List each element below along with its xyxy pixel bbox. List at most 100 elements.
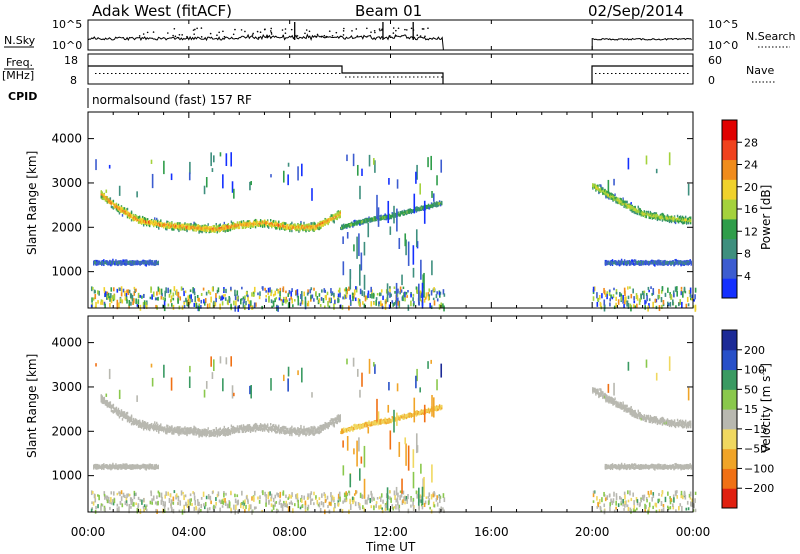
power-cell bbox=[167, 287, 169, 294]
power-cell bbox=[686, 296, 689, 303]
power-cell bbox=[681, 218, 684, 221]
power-cell bbox=[193, 302, 196, 307]
nsky-point bbox=[251, 34, 254, 36]
power-cell bbox=[130, 211, 133, 215]
power-cell bbox=[650, 215, 653, 218]
nsky-point bbox=[416, 34, 419, 37]
power-cell bbox=[679, 215, 682, 219]
power-cell bbox=[145, 263, 147, 267]
power-cell bbox=[225, 153, 228, 166]
velocity-cell bbox=[120, 409, 123, 412]
power-cell bbox=[208, 229, 210, 232]
power-cell bbox=[688, 289, 691, 294]
power-cell bbox=[161, 222, 163, 226]
power-cell bbox=[153, 224, 155, 228]
power-cell bbox=[297, 225, 299, 228]
power-cell bbox=[678, 302, 680, 307]
nsky-point bbox=[355, 28, 358, 30]
power-cell bbox=[319, 222, 321, 226]
power-cell bbox=[670, 294, 672, 300]
power-cell bbox=[622, 262, 625, 266]
power-cell bbox=[301, 163, 303, 177]
power-cell bbox=[657, 216, 660, 220]
power-cell bbox=[679, 299, 682, 305]
power-cell bbox=[183, 223, 185, 227]
velocity-cell bbox=[152, 426, 154, 430]
power-cell bbox=[643, 212, 645, 216]
nsky-point bbox=[186, 35, 188, 38]
power-cell bbox=[599, 184, 601, 187]
power-cell bbox=[421, 282, 424, 309]
power-cell bbox=[297, 295, 300, 302]
velocity-cell bbox=[130, 422, 133, 426]
power-cell bbox=[101, 191, 104, 195]
power-cell bbox=[689, 221, 692, 225]
power-cell bbox=[674, 221, 677, 225]
power-cell bbox=[160, 219, 162, 222]
velocity-cell bbox=[112, 411, 115, 414]
power-cell bbox=[292, 226, 294, 229]
power-cell bbox=[140, 219, 143, 222]
power-cell bbox=[204, 229, 206, 232]
power-cell bbox=[371, 219, 373, 223]
power-cell bbox=[243, 224, 246, 228]
power-cell bbox=[180, 227, 182, 231]
power-cell bbox=[651, 292, 654, 296]
power-cell bbox=[354, 219, 356, 223]
nsky-point bbox=[331, 34, 334, 37]
power-cell bbox=[423, 272, 425, 298]
power-cell bbox=[207, 223, 209, 226]
power-cell bbox=[130, 293, 133, 298]
velocity-cell bbox=[190, 426, 192, 430]
power-cell bbox=[336, 211, 338, 215]
power-cell bbox=[640, 209, 642, 213]
power-cell bbox=[214, 229, 216, 232]
nsky-point bbox=[305, 29, 308, 31]
power-cell bbox=[435, 204, 438, 208]
power-cell bbox=[625, 200, 627, 204]
range-tick-label: 3000 bbox=[51, 176, 82, 190]
velocity-cell bbox=[200, 434, 202, 437]
power-cell bbox=[290, 224, 292, 228]
power-cell bbox=[616, 199, 618, 202]
power-cell bbox=[183, 224, 185, 228]
power-cell bbox=[185, 227, 187, 231]
power-cell bbox=[282, 221, 284, 225]
power-cell bbox=[630, 293, 633, 299]
velocity-cell bbox=[168, 430, 170, 433]
power-cell bbox=[165, 226, 167, 230]
power-cell bbox=[644, 299, 646, 305]
power-cell bbox=[649, 212, 652, 215]
velocity-cell bbox=[192, 432, 194, 436]
nsky-point bbox=[342, 30, 345, 32]
power-cell bbox=[211, 287, 214, 292]
power-cell bbox=[227, 229, 230, 232]
power-cell bbox=[619, 197, 621, 201]
power-cell bbox=[396, 179, 399, 189]
power-cell bbox=[212, 227, 214, 230]
power-cell bbox=[196, 294, 199, 299]
power-cell bbox=[689, 259, 691, 262]
velocity-cell bbox=[177, 431, 179, 435]
power-cell bbox=[268, 295, 270, 299]
velocity-cell bbox=[182, 430, 184, 433]
power-cell bbox=[641, 290, 644, 296]
power-cell bbox=[265, 223, 268, 226]
power-cell bbox=[130, 213, 133, 217]
power-cell bbox=[232, 226, 235, 230]
power-cell bbox=[237, 223, 240, 227]
velocity-cell bbox=[186, 430, 188, 433]
power-cell bbox=[401, 212, 403, 215]
power-cell bbox=[108, 201, 111, 204]
power-cell bbox=[174, 223, 176, 227]
velocity-cell bbox=[147, 427, 150, 431]
power-cell bbox=[119, 297, 122, 303]
power-cell bbox=[609, 298, 611, 302]
power-cell bbox=[592, 296, 595, 301]
power-cell bbox=[653, 212, 656, 215]
power-cell bbox=[596, 301, 599, 307]
power-cell bbox=[431, 203, 434, 207]
velocity-cell bbox=[162, 426, 164, 429]
power-cell bbox=[264, 287, 266, 291]
power-cell bbox=[402, 211, 405, 215]
